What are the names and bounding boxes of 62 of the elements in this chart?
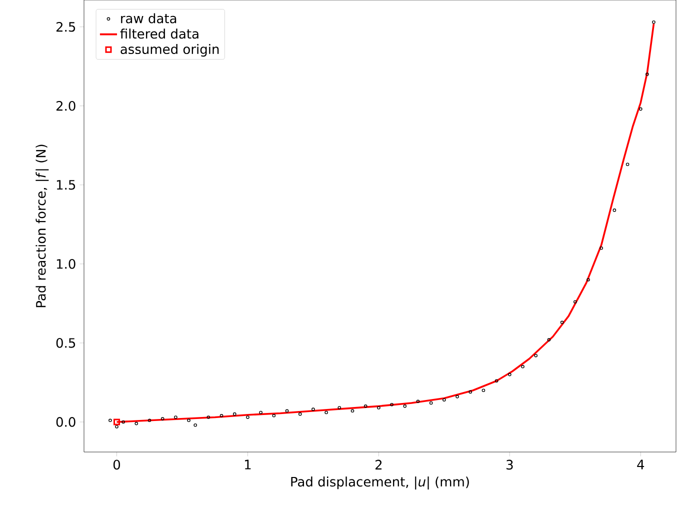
point: [416, 400, 420, 404]
point: [350, 409, 354, 413]
point: [646, 72, 649, 76]
point: [586, 278, 590, 282]
legend-label: assumed origin: [120, 44, 219, 57]
legend-label: raw data: [121, 13, 176, 24]
y-tick-label: 1.0: [56, 259, 76, 269]
point: [272, 414, 276, 418]
point: [377, 406, 380, 410]
point: [148, 418, 152, 422]
point: [298, 412, 302, 416]
y-axis-title: Pad reaction force, |f| (N): [36, 144, 49, 308]
x-tick-label: 2: [376, 460, 382, 470]
y-tick-label: 2.0: [56, 100, 76, 111]
x-tick-label: 1: [245, 460, 251, 470]
point: [232, 412, 236, 416]
point: [468, 390, 472, 394]
point: [456, 395, 459, 398]
point: [113, 418, 120, 426]
point: [652, 20, 656, 24]
point: [442, 398, 446, 402]
point: [122, 420, 125, 424]
point: [600, 246, 603, 250]
y-tick-label: 2.5: [56, 22, 76, 32]
point: [246, 416, 250, 419]
point: [521, 365, 524, 368]
point: [403, 404, 407, 408]
point: [547, 338, 551, 342]
point: [364, 404, 368, 408]
y-tick-label: 0.5: [56, 338, 76, 348]
y-tick-label: 1.5: [56, 180, 76, 190]
point: [285, 409, 289, 413]
point: [115, 425, 118, 428]
point: [160, 417, 164, 420]
x-axis-title: Pad displacement, |u| (mm): [291, 476, 469, 490]
point: [482, 388, 486, 392]
point: [187, 418, 190, 422]
point: [312, 408, 315, 411]
point: [574, 300, 577, 304]
point: [338, 406, 342, 410]
legend-label: filtered data: [120, 28, 198, 39]
point: [626, 162, 630, 166]
point: [108, 418, 112, 422]
x-tick-label: 4: [637, 460, 644, 470]
point: [612, 208, 616, 212]
point: [534, 354, 538, 358]
point: [494, 379, 498, 383]
x-tick-label: 0: [113, 460, 120, 470]
point: [259, 410, 262, 414]
point: [638, 107, 642, 111]
point: [390, 402, 394, 406]
point: [174, 416, 178, 419]
point: [508, 372, 512, 376]
point: [429, 401, 433, 405]
x-tick-label: 3: [506, 460, 513, 470]
y-tick-label: 0.0: [56, 417, 76, 427]
point: [134, 422, 138, 426]
point: [560, 320, 564, 324]
point: [220, 414, 224, 418]
point: [194, 423, 197, 427]
point: [324, 410, 328, 414]
point: [206, 416, 210, 419]
